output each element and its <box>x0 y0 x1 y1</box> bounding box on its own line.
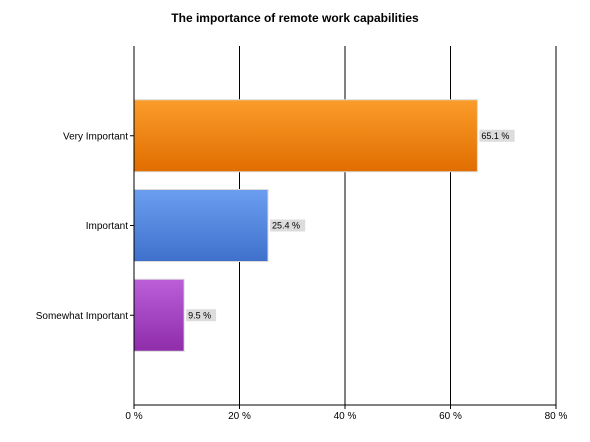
category-label: Somewhat Important <box>36 311 128 322</box>
axes <box>130 46 557 409</box>
bar-important <box>133 189 269 262</box>
data-label: 25.4 % <box>272 221 300 231</box>
category-label: Very Important <box>63 131 128 142</box>
bar-very-important <box>133 99 478 173</box>
x-tick-label: 60 % <box>439 411 462 422</box>
x-tick-label: 80 % <box>545 411 568 422</box>
bars <box>133 99 478 352</box>
labels: 0 % 20 % 40 % 60 % 80 % Very Important 65.1 % I… <box>36 129 568 422</box>
bar-somewhat-important <box>133 278 185 352</box>
x-tick-label: 20 % <box>228 411 251 422</box>
data-label: 65.1 % <box>481 131 509 141</box>
data-label-box <box>186 309 217 322</box>
data-label: 9.5 % <box>188 310 211 320</box>
chart-title: The importance of remote work capabiliti… <box>171 11 419 25</box>
x-tick-label: 0 % <box>125 411 142 422</box>
category-label: Important <box>86 221 128 232</box>
x-tick-label: 40 % <box>334 411 357 422</box>
data-label-box <box>479 129 515 142</box>
data-label-box <box>269 219 306 232</box>
